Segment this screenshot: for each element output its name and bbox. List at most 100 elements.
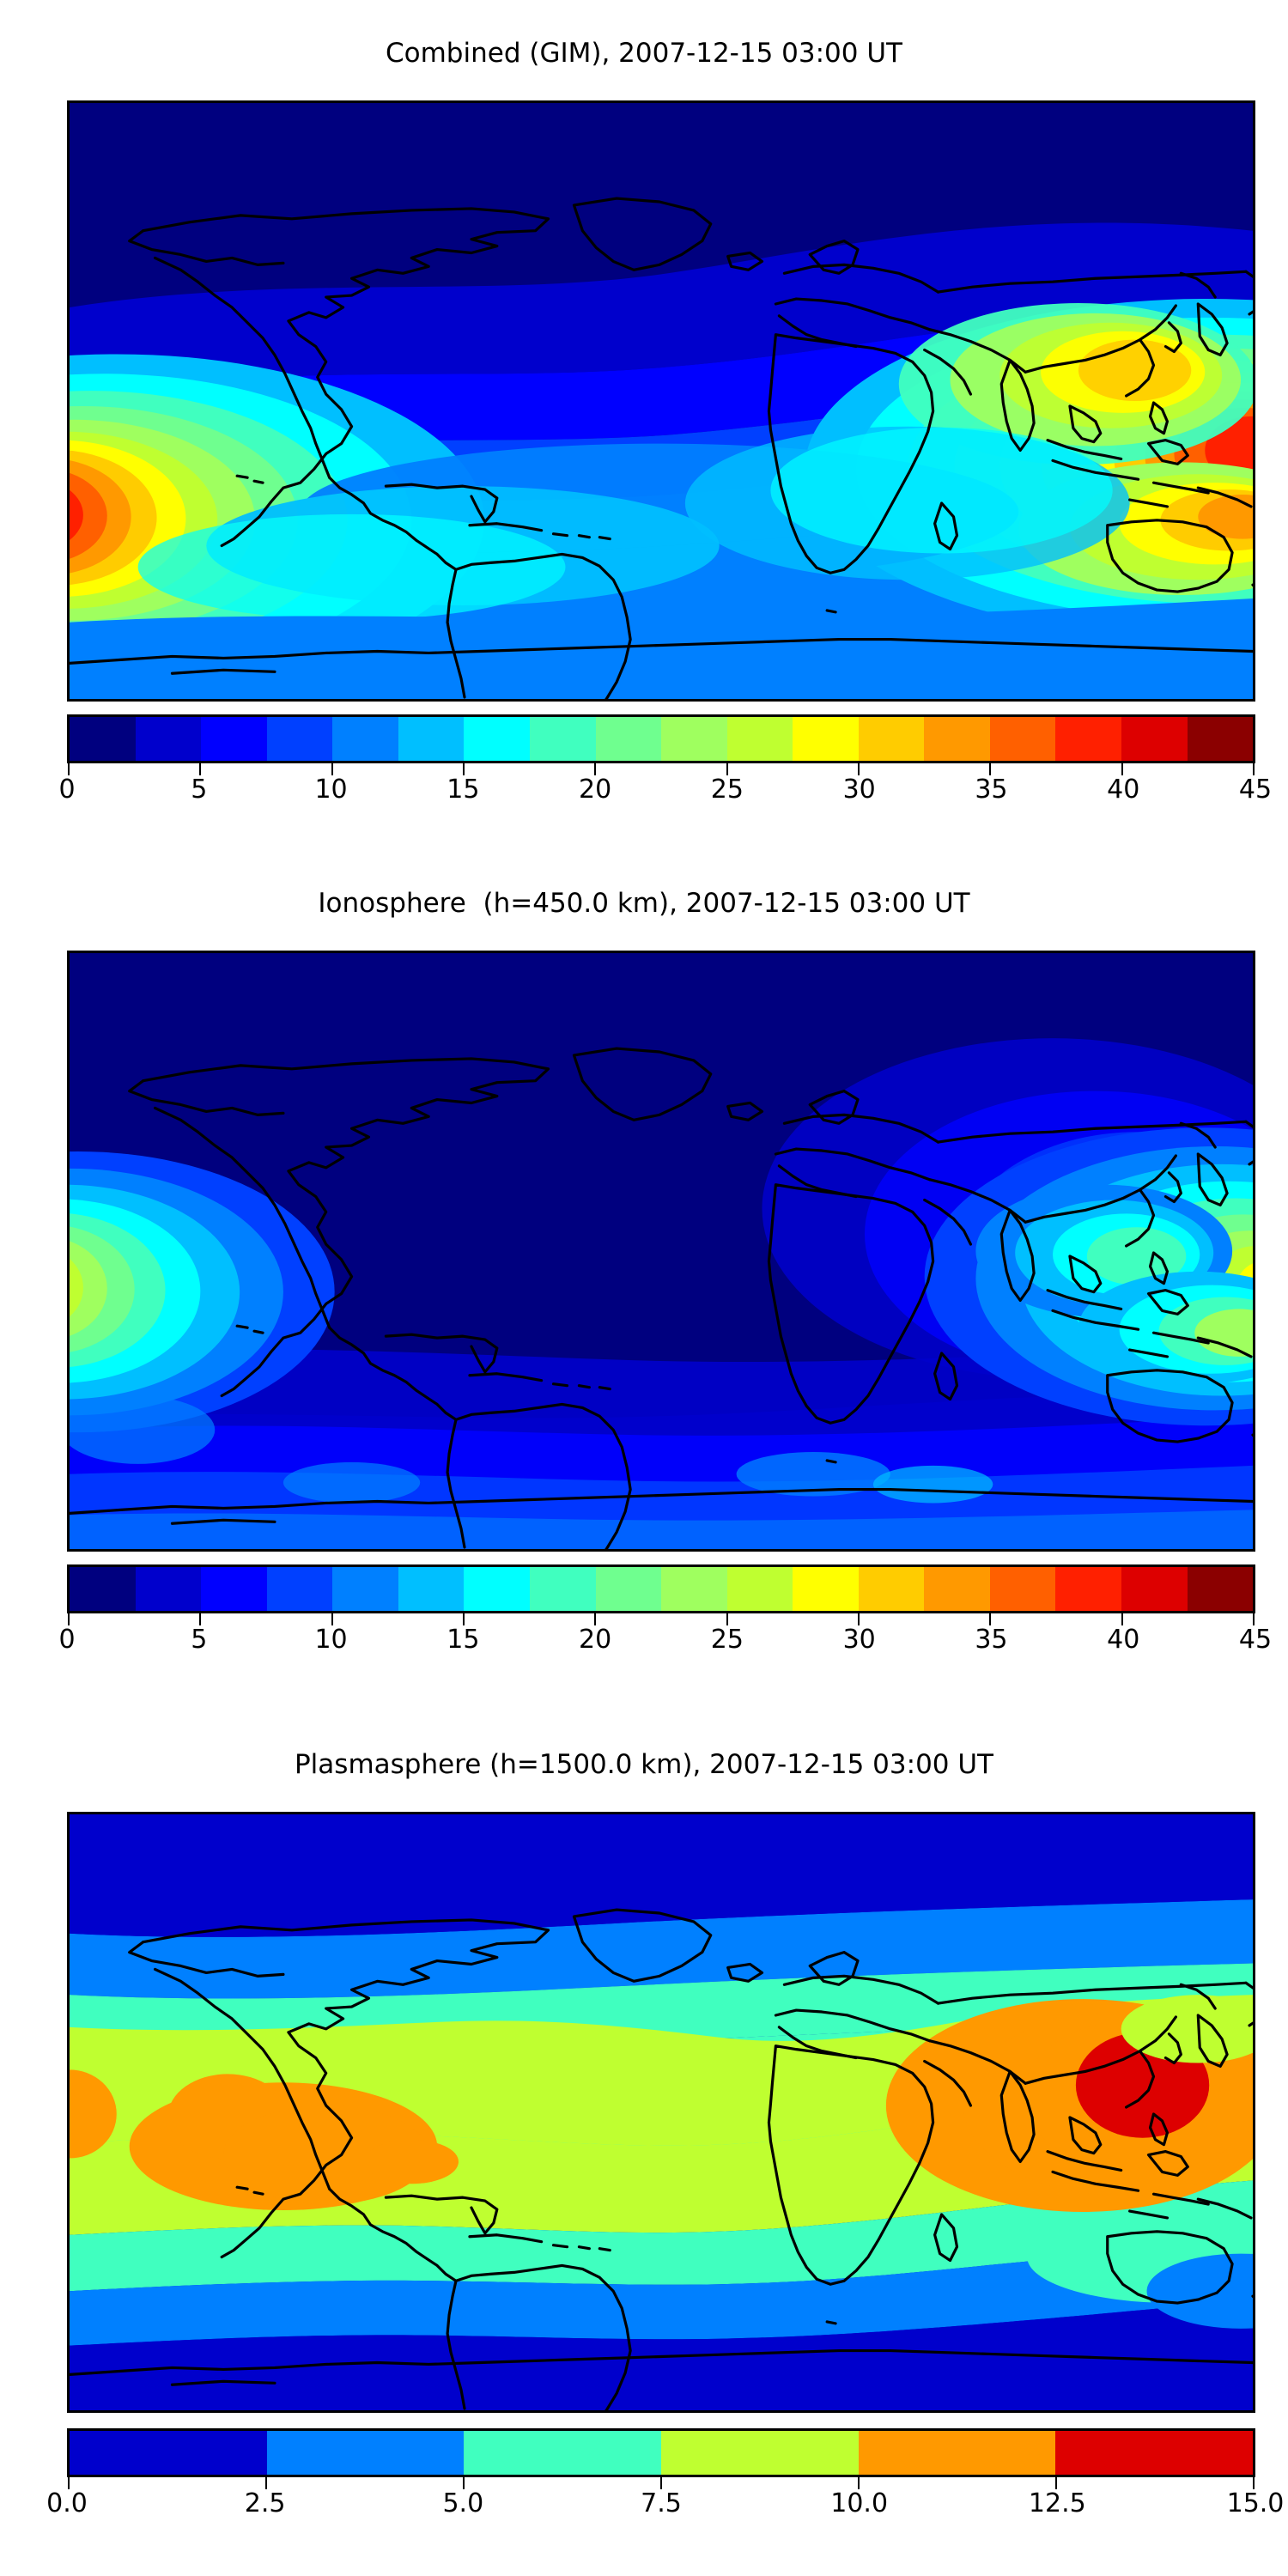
colorbar-tick-label-6: 30 [842,1625,876,1655]
colorbar-segment-1 [135,1567,202,1611]
map-plasmasphere [67,1812,1255,2413]
map-frame [67,951,1255,1552]
colorbar-tick-label-0: 0.0 [46,2488,88,2518]
colorbar-gradient [67,2428,1255,2477]
colorbar-segment-4 [332,717,398,761]
colorbar-tick-6 [1253,2477,1255,2489]
colorbar-tick-label-2: 10 [314,1625,348,1655]
colorbar-segment-2 [464,2431,662,2475]
colorbar-tick-0 [68,1613,70,1625]
colorbar-tick-label-7: 35 [975,775,1008,805]
colorbar-segment-11 [793,1567,859,1611]
colorbar-segment-1 [135,717,202,761]
colorbar-tick-2 [331,1613,333,1625]
colorbar-tick-6 [857,763,860,775]
colorbar-tick-label-2: 5.0 [442,2488,484,2518]
colorbar-tick-4 [857,2477,860,2489]
contour-field-ionosphere [70,953,1253,1549]
contour-field-plasmasphere [70,1814,1253,2410]
colorbar-segment-16 [1121,1567,1188,1611]
colorbar-tick-3 [462,1613,465,1625]
colorbar-tick-5 [726,1613,728,1625]
colorbar-segment-13 [924,1567,990,1611]
colorbar-tick-labels: 0 5 10 15 20 25 30 35 40 45 [58,775,1272,811]
panel-plasmasphere: Plasmasphere (h=1500.0 km), 2007-12-15 0… [0,1717,1288,2576]
colorbar-segment-0 [70,2431,267,2475]
colorbar-tick-label-0: 0 [58,1625,76,1655]
colorbar-segment-2 [201,1567,267,1611]
colorbar-tick-2 [462,2477,465,2489]
colorbar-segment-5 [1055,2431,1254,2475]
colorbar-tick-label-4: 10.0 [830,2488,889,2518]
map-combined-gim [67,100,1255,702]
colorbar-tick-label-6: 15.0 [1226,2488,1285,2518]
colorbar-segment-0 [70,1567,136,1611]
colorbar-tick-label-5: 25 [710,1625,744,1655]
colorbar-tick-label-6: 30 [842,775,876,805]
colorbar-tick-label-8: 40 [1107,775,1140,805]
colorbar-segment-15 [1055,1567,1121,1611]
colorbar-segment-17 [1187,1567,1254,1611]
colorbar-segment-12 [858,1567,925,1611]
colorbar-tick-7 [989,763,992,775]
colorbar-segment-6 [464,717,530,761]
colorbar-tick-label-8: 40 [1107,1625,1140,1655]
map-frame [67,1812,1255,2413]
colorbar-tick-0 [68,2477,70,2489]
colorbar-segment-1 [266,2431,465,2475]
colorbar-segment-16 [1121,717,1188,761]
colorbar-tick-label-3: 7.5 [641,2488,682,2518]
colorbar-tick-9 [1253,1613,1255,1625]
colorbar-segment-15 [1055,717,1121,761]
colorbar-segment-9 [661,1567,727,1611]
colorbar-segment-3 [266,1567,333,1611]
colorbar-tick-labels: 0 5 10 15 20 25 30 35 40 45 [58,1625,1272,1662]
colorbar-ticks [67,2477,1255,2489]
colorbar-segment-17 [1187,717,1254,761]
colorbar-segment-12 [858,717,925,761]
colorbar-tick-4 [594,763,597,775]
colorbar-tick-8 [1121,763,1123,775]
colorbar-segment-8 [595,717,662,761]
colorbar-plasmasphere: 0.0 2.5 5.0 7.5 10.0 12.5 15.0 [46,2428,1284,2525]
panel-title-ionosphere: Ionosphere (h=450.0 km), 2007-12-15 03:0… [318,888,970,919]
colorbar-tick-label-1: 2.5 [244,2488,286,2518]
colorbar-segment-7 [529,717,596,761]
colorbar-tick-label-9: 45 [1238,775,1273,805]
colorbar-tick-4 [594,1613,597,1625]
colorbar-tick-labels: 0.0 2.5 5.0 7.5 10.0 12.5 15.0 [46,2488,1284,2525]
colorbar-segment-8 [595,1567,662,1611]
panel-title-plasmasphere: Plasmasphere (h=1500.0 km), 2007-12-15 0… [294,1749,993,1780]
colorbar-tick-label-1: 5 [191,775,208,805]
colorbar-tick-1 [264,2477,267,2489]
colorbar-segment-5 [398,1567,465,1611]
colorbar-tick-7 [989,1613,992,1625]
colorbar-segment-5 [398,717,465,761]
colorbar-segment-7 [529,1567,596,1611]
colorbar-segment-2 [201,717,267,761]
colorbar-segment-9 [661,717,727,761]
colorbar-ticks [67,1613,1255,1625]
colorbar-segment-0 [70,717,136,761]
colorbar-ticks [67,763,1255,775]
colorbar-segment-14 [989,1567,1056,1611]
colorbar-segment-14 [989,717,1056,761]
colorbar-tick-label-3: 15 [447,1625,480,1655]
colorbar-tick-label-4: 20 [579,775,612,805]
colorbar-tick-label-9: 45 [1238,1625,1273,1655]
colorbar-tick-9 [1253,763,1255,775]
colorbar-segment-13 [924,717,990,761]
colorbar-tick-5 [1055,2477,1057,2489]
colorbar-tick-label-3: 15 [447,775,480,805]
colorbar-tick-label-4: 20 [579,1625,612,1655]
colorbar-segment-11 [793,717,859,761]
colorbar-ionosphere: 0 5 10 15 20 25 30 35 40 45 [58,1564,1272,1662]
colorbar-tick-8 [1121,1613,1123,1625]
colorbar-segment-3 [661,2431,859,2475]
colorbar-segment-4 [332,1567,398,1611]
panel-combined-gim: Combined (GIM), 2007-12-15 03:00 UT [0,0,1288,859]
colorbar-tick-label-0: 0 [58,775,76,805]
colorbar-segment-6 [464,1567,530,1611]
colorbar-tick-1 [199,1613,202,1625]
